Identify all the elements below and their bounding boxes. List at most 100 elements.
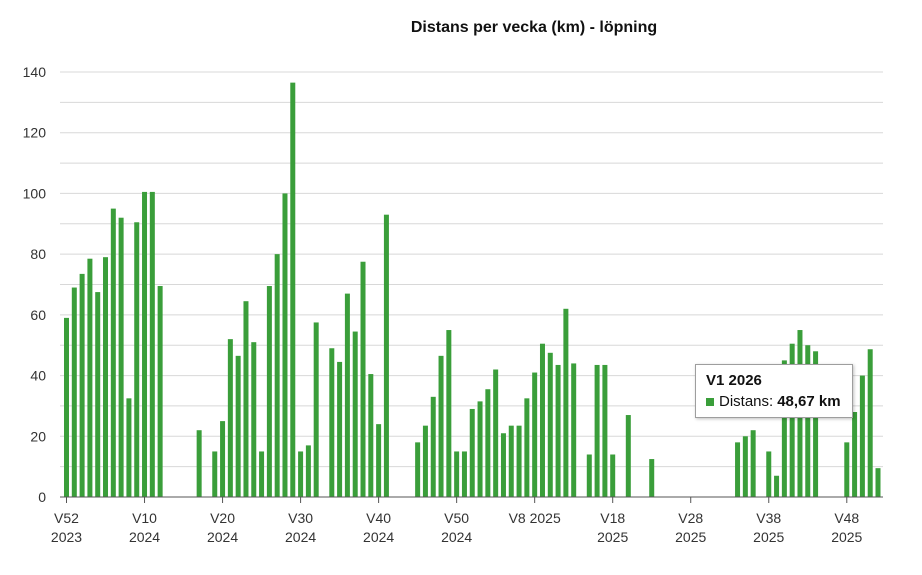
tooltip-series-label: Distans: [719, 393, 774, 410]
bar[interactable] [555, 364, 561, 497]
bar[interactable] [571, 363, 577, 497]
bar[interactable] [79, 273, 85, 498]
x-tick-label: 2024 [285, 529, 316, 545]
bar[interactable] [805, 345, 811, 497]
x-tick-label: V8 2025 [509, 510, 561, 526]
x-tick-label: 2025 [831, 529, 862, 545]
bar[interactable] [298, 451, 304, 497]
bar[interactable] [493, 369, 499, 498]
bar[interactable] [251, 342, 257, 497]
bar[interactable] [469, 408, 475, 497]
bar[interactable] [282, 193, 288, 497]
x-tick-label: V40 [366, 510, 391, 526]
bar[interactable] [360, 261, 366, 497]
bar[interactable] [516, 425, 522, 497]
bar[interactable] [859, 375, 865, 497]
bar[interactable] [368, 374, 374, 497]
bar[interactable] [625, 415, 631, 497]
bar[interactable] [563, 308, 569, 497]
x-tick-label: V52 [54, 510, 79, 526]
bar[interactable] [766, 451, 772, 497]
bar[interactable] [220, 421, 226, 497]
bar[interactable] [243, 301, 249, 497]
bar[interactable] [227, 339, 233, 497]
bar[interactable] [532, 372, 538, 497]
bar[interactable] [774, 475, 780, 497]
x-tick-label: V50 [444, 510, 469, 526]
bar[interactable] [742, 436, 748, 497]
bar[interactable] [344, 293, 350, 497]
bar[interactable] [383, 214, 389, 497]
bar[interactable] [750, 430, 756, 497]
x-tick-label: V48 [834, 510, 859, 526]
bar[interactable] [212, 451, 218, 497]
bar[interactable] [500, 433, 506, 497]
bar[interactable] [87, 258, 93, 497]
series-swatch-icon [706, 397, 714, 406]
bar[interactable] [134, 222, 140, 497]
bar[interactable] [64, 317, 69, 497]
bar[interactable] [142, 191, 148, 497]
bar[interactable] [586, 454, 592, 498]
y-tick-label: 140 [23, 64, 47, 80]
x-tick-label: 2024 [441, 529, 472, 545]
bar[interactable] [867, 349, 873, 497]
x-tick-label: V10 [132, 510, 157, 526]
bar[interactable] [844, 442, 850, 497]
bar[interactable] [454, 451, 460, 497]
bar[interactable] [259, 451, 265, 497]
bar[interactable] [157, 286, 163, 497]
bar[interactable] [438, 355, 444, 497]
bar[interactable] [547, 352, 553, 497]
bar[interactable] [274, 254, 280, 497]
bar[interactable] [313, 322, 319, 497]
bar[interactable] [329, 348, 335, 497]
bar[interactable] [422, 425, 428, 497]
bar[interactable] [781, 360, 787, 497]
bar[interactable] [126, 398, 132, 497]
gridlines [60, 71, 883, 468]
bar[interactable] [649, 459, 655, 497]
bar[interactable] [813, 351, 819, 497]
x-tick-label: 2025 [675, 529, 706, 545]
bars [64, 82, 881, 498]
y-axis-ticks: 0 20 40 60 80 100 120 140 [23, 64, 47, 505]
bar[interactable] [149, 191, 155, 497]
bar[interactable] [118, 217, 124, 497]
bar[interactable] [235, 355, 241, 497]
bar[interactable] [376, 424, 382, 497]
bar[interactable] [789, 343, 795, 497]
y-tick-label: 80 [30, 246, 46, 262]
bar[interactable] [594, 364, 600, 497]
bar[interactable] [71, 287, 77, 497]
tooltip-row: Distans: 48,67 km [706, 393, 842, 410]
x-tick-label: 2024 [129, 529, 160, 545]
bar[interactable] [196, 430, 202, 497]
y-tick-label: 60 [30, 307, 46, 323]
bar[interactable] [446, 330, 452, 497]
bar[interactable] [415, 442, 421, 497]
bar[interactable] [602, 364, 608, 497]
x-tick-label: V28 [678, 510, 703, 526]
bar[interactable] [875, 468, 881, 497]
bar[interactable] [430, 396, 436, 497]
bar[interactable] [852, 412, 858, 497]
y-tick-label: 20 [30, 428, 46, 444]
bar[interactable] [477, 401, 483, 498]
bar[interactable] [461, 451, 467, 497]
y-tick-label: 0 [38, 489, 46, 505]
bar[interactable] [103, 257, 109, 497]
bar[interactable] [508, 425, 514, 497]
bar[interactable] [290, 82, 296, 498]
bar[interactable] [337, 361, 343, 497]
bar[interactable] [610, 454, 616, 498]
bar[interactable] [266, 286, 272, 497]
bar[interactable] [524, 398, 530, 497]
bar[interactable] [305, 445, 311, 497]
bar[interactable] [485, 389, 491, 497]
bar[interactable] [95, 292, 101, 497]
bar[interactable] [352, 331, 358, 497]
bar[interactable] [110, 208, 116, 498]
bar[interactable] [539, 343, 545, 497]
bar[interactable] [735, 442, 741, 497]
